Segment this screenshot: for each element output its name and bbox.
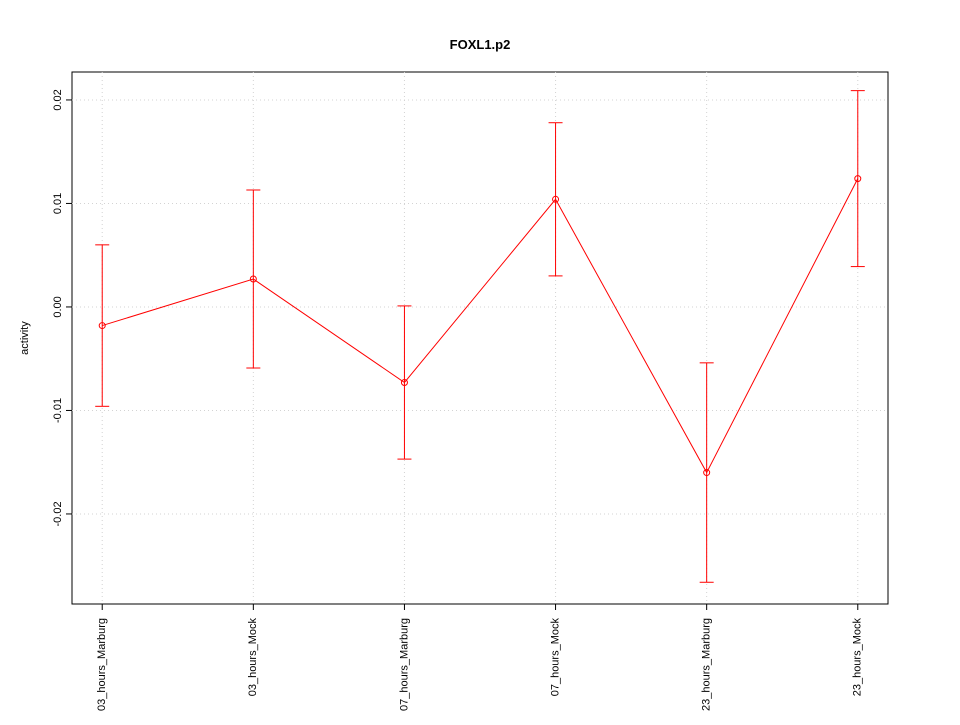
y-tick-label: 0.02: [52, 89, 64, 110]
chart-title: FOXL1.p2: [450, 37, 511, 52]
x-tick-label: 23_hours_Marburg: [701, 618, 713, 711]
y-tick-label: -0.02: [52, 501, 64, 526]
data-point: [703, 469, 711, 477]
x-tick-label: 07_hours_Mock: [549, 618, 561, 697]
x-tick-label: 03_hours_Marburg: [96, 618, 108, 711]
data-point: [400, 379, 408, 387]
y-tick-label: -0.01: [52, 398, 64, 423]
data-point: [552, 195, 560, 203]
x-tick-label: 07_hours_Marburg: [398, 618, 410, 711]
data-point: [98, 322, 106, 330]
data-line: [102, 178, 859, 474]
y-axis-label: activity: [19, 321, 31, 355]
data-point: [854, 175, 862, 183]
x-tick-label: 03_hours_Mock: [247, 618, 259, 697]
plot-frame: [71, 71, 889, 605]
x-tick-label: 23_hours_Mock: [852, 618, 864, 697]
y-tick-label: 0.00: [52, 296, 64, 317]
data-point: [249, 275, 257, 283]
y-tick-label: 0.01: [52, 193, 64, 214]
